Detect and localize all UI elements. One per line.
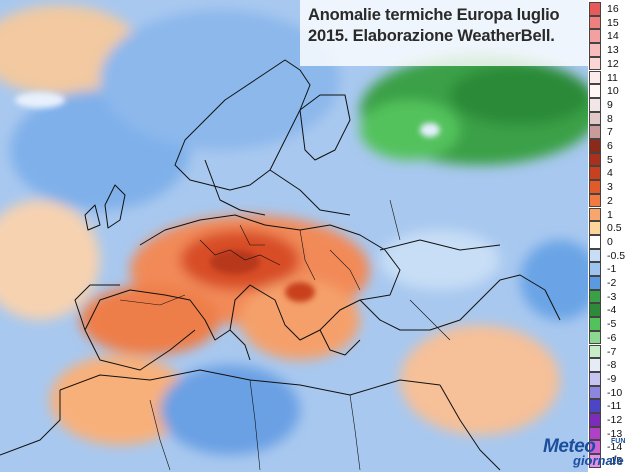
legend-tick-label: -6: [607, 331, 617, 344]
legend-tick-label: 6: [607, 140, 613, 152]
legend-swatch: [589, 413, 601, 427]
legend-swatch: [589, 180, 601, 194]
legend-tick-label: -10: [607, 386, 623, 399]
title-line-2: 2015. Elaborazione WeatherBell.: [308, 27, 555, 45]
title-box: Anomalie termiche Europa luglio 2015. El…: [300, 0, 588, 66]
legend-tick-label: 7: [607, 126, 613, 139]
logo-text-giornale: giornale: [573, 453, 624, 468]
legend-swatch: [589, 385, 601, 400]
legend-swatch: [589, 426, 601, 441]
legend-tick-label: -7: [607, 345, 617, 358]
legend-swatch: [589, 15, 601, 30]
legend-tick-label: -11: [607, 400, 622, 413]
legend-tick-label: -8: [607, 359, 617, 372]
legend-swatch: [589, 248, 601, 263]
legend-swatch: [589, 330, 601, 345]
legend-swatch: [589, 440, 601, 455]
legend-tick-label: 16: [607, 3, 619, 15]
legend-swatch: [589, 43, 601, 57]
legend-swatch: [589, 317, 601, 331]
legend-tick-label: -0.5: [607, 249, 626, 262]
legend-swatch: [589, 125, 601, 139]
logo-text-fun: FUN: [611, 438, 626, 445]
title-line-1: Anomalie termiche Europa luglio: [308, 6, 560, 24]
legend-tick-label: -5: [607, 318, 617, 331]
legend-swatch: [589, 454, 601, 468]
legend-tick-label: 0: [607, 235, 613, 248]
legend-tick-label: 13: [607, 44, 619, 57]
legend-swatch: [589, 234, 601, 249]
legend-swatch: [589, 56, 601, 71]
legend-tick-label: 11: [607, 71, 618, 84]
legend-swatch: [589, 207, 601, 222]
legend-swatch: [589, 276, 601, 290]
legend-tick-label: -9: [607, 372, 617, 385]
legend-tick-label: -1: [607, 263, 617, 276]
legend-swatch: [589, 166, 601, 181]
legend-tick-label: 3: [607, 181, 613, 194]
legend-swatch: [589, 371, 601, 386]
legend-swatch: [589, 84, 601, 98]
legend-swatch: [589, 399, 601, 413]
legend-tick-label: -2: [607, 277, 617, 289]
meteogiornale-logo: Meteo FUN giornale: [543, 436, 638, 470]
legend-tick-label: 14: [607, 30, 619, 43]
legend-tick-label: 10: [607, 85, 619, 98]
legend-tick-label: -12: [607, 414, 623, 426]
legend-tick-label: -3: [607, 290, 617, 303]
legend-tick-label: 1: [607, 208, 613, 221]
legend-tick-label: 12: [607, 57, 619, 70]
legend-swatch: [589, 303, 601, 318]
legend-tick-label: 9: [607, 98, 613, 111]
legend-tick-label: 2: [607, 194, 613, 207]
legend-tick-label: 5: [607, 153, 613, 166]
legend-swatch: [589, 193, 601, 208]
legend-tick-label: 15: [607, 16, 619, 29]
map-title: Anomalie termiche Europa luglio 2015. El…: [308, 5, 588, 47]
legend-swatch: [589, 152, 601, 167]
temperature-anomaly-map: [0, 0, 588, 472]
legend-tick-label: 4: [607, 167, 613, 180]
legend-tick-label: 8: [607, 112, 613, 125]
color-scale-legend: 16 15 14 13 12 11 10 9 8 7 6 5 4 3 2 1 0.5 0 -0.5 -1 -2 -3 -4-…: [588, 0, 640, 472]
legend-swatch: [589, 70, 601, 85]
legend-swatch: [589, 111, 601, 126]
legend-tick-label: -15: [607, 455, 623, 468]
legend-swatch: [589, 139, 601, 153]
legend-swatch: [589, 97, 601, 112]
logo-text-meteo: Meteo: [543, 436, 596, 457]
legend-swatch: [589, 221, 601, 235]
legend-tick-label: -13: [607, 427, 623, 440]
legend-tick-label: 0.5: [607, 222, 622, 235]
legend-swatch: [589, 289, 601, 304]
legend-swatch: [589, 344, 601, 359]
legend-swatch: [589, 358, 601, 372]
legend-tick-label: -14: [607, 441, 623, 454]
legend-swatch: [589, 2, 601, 16]
legend-swatch: [589, 262, 601, 276]
legend-swatch: [589, 29, 601, 44]
legend-tick-label: -4: [607, 304, 617, 317]
